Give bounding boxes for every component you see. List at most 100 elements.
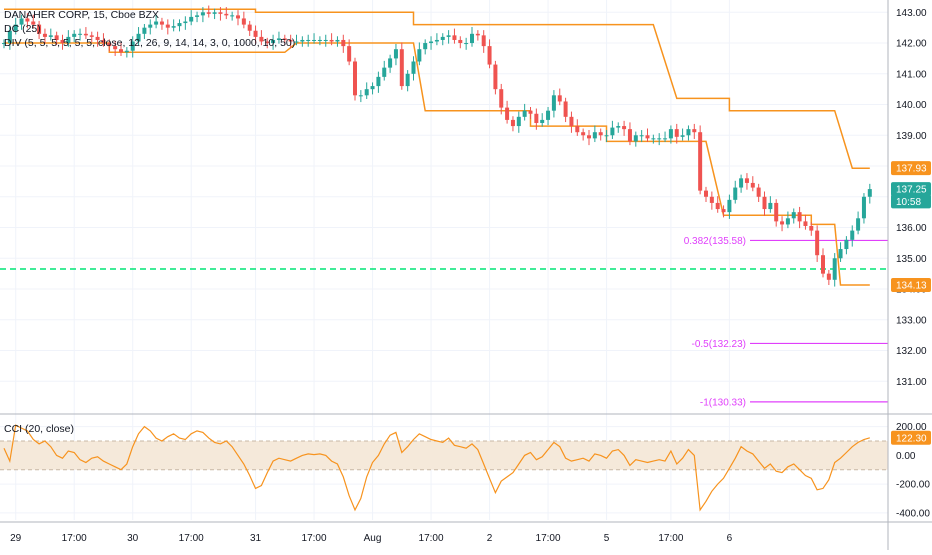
candle-body (861, 196, 866, 219)
candle (645, 128, 650, 143)
candle (25, 13, 30, 29)
candle (353, 57, 357, 101)
candle (692, 123, 697, 139)
candle (271, 34, 276, 50)
legend-symbol[interactable]: DANAHER CORP, 15, Cboe BZX (4, 9, 160, 21)
candle (809, 222, 814, 236)
candle-body (516, 116, 521, 127)
candle (154, 14, 159, 29)
candle-body (271, 39, 276, 44)
candle-body (236, 15, 240, 19)
candle-body (224, 13, 229, 16)
x-tick-label: 30 (127, 533, 139, 544)
x-tick-label: 6 (727, 533, 733, 544)
legend-div[interactable]: DIV (5, 5, 5, 5, 5, 5, close, 12, 26, 9,… (4, 37, 296, 49)
candle-body (803, 221, 808, 226)
candle (382, 60, 387, 81)
legend-cci[interactable]: CCI (20, close) (4, 423, 75, 435)
candle-body (663, 138, 668, 140)
candle-body (276, 38, 281, 40)
candle (528, 106, 533, 119)
candle (195, 11, 200, 23)
candle-body (183, 21, 188, 24)
candle-body (306, 39, 311, 41)
price-tag-channel (891, 161, 931, 176)
candles (2, 5, 872, 287)
candle (762, 191, 767, 216)
x-tick-label: 5 (604, 533, 610, 544)
candle-body (452, 35, 457, 40)
candle-body (171, 26, 176, 28)
candle-body (610, 127, 615, 136)
candle (581, 128, 586, 141)
donchian-channel (4, 8, 870, 286)
candle (668, 125, 673, 144)
candle (83, 27, 88, 40)
x-tick-label: 17:00 (419, 533, 444, 544)
candle-body (692, 129, 697, 133)
price-tick-label: 143.00 (896, 8, 927, 19)
candle-body (19, 18, 24, 25)
candle-body (709, 196, 714, 203)
legend-dc[interactable]: DC (25) (4, 23, 41, 35)
candle-body (25, 18, 30, 22)
candle (54, 31, 59, 46)
candle-body (165, 24, 170, 28)
candle (470, 27, 474, 47)
candle (458, 36, 463, 49)
candle-body (592, 132, 597, 139)
candle (546, 106, 551, 126)
candle-body (821, 255, 825, 274)
candle (674, 123, 679, 144)
candle-body (616, 126, 621, 128)
candle-body (130, 41, 135, 51)
candle-body (119, 49, 123, 53)
candle (329, 33, 334, 46)
x-tick-label: 17:00 (62, 533, 87, 544)
candle (633, 131, 638, 147)
candle (598, 128, 603, 141)
candle (663, 131, 668, 143)
candle-body (60, 39, 65, 44)
candle-body (505, 107, 510, 120)
candle (7, 25, 12, 50)
candle (821, 248, 825, 278)
candle-body (434, 39, 439, 42)
candle (768, 196, 773, 213)
candle-body (312, 39, 317, 41)
candle (236, 10, 240, 26)
candle (19, 14, 24, 30)
candle (60, 34, 65, 50)
candle (335, 36, 340, 47)
cci-last-tag (891, 430, 931, 445)
candle-body (148, 24, 153, 28)
candle-body (347, 46, 352, 62)
candle-body (405, 73, 410, 87)
candle-body (551, 95, 556, 111)
candle-body (113, 46, 118, 50)
candle-body (341, 39, 346, 47)
price-tick-label: 140.00 (896, 100, 927, 111)
candle-body (470, 33, 474, 44)
candle-body (265, 41, 270, 44)
candle (388, 54, 393, 73)
price-tick-label: 136.00 (896, 223, 927, 234)
candle (66, 30, 71, 47)
candle-body (247, 24, 252, 31)
candle (639, 130, 644, 143)
candle (651, 134, 656, 144)
candle (37, 20, 42, 40)
candle (616, 122, 621, 133)
candle-body (651, 138, 656, 140)
candle (797, 206, 802, 229)
candle-body (159, 21, 164, 25)
candle (48, 28, 53, 41)
candle (72, 30, 77, 43)
candle (317, 36, 322, 46)
candle (212, 8, 217, 20)
candle (487, 39, 492, 69)
candle (341, 34, 346, 53)
candle (715, 196, 720, 213)
